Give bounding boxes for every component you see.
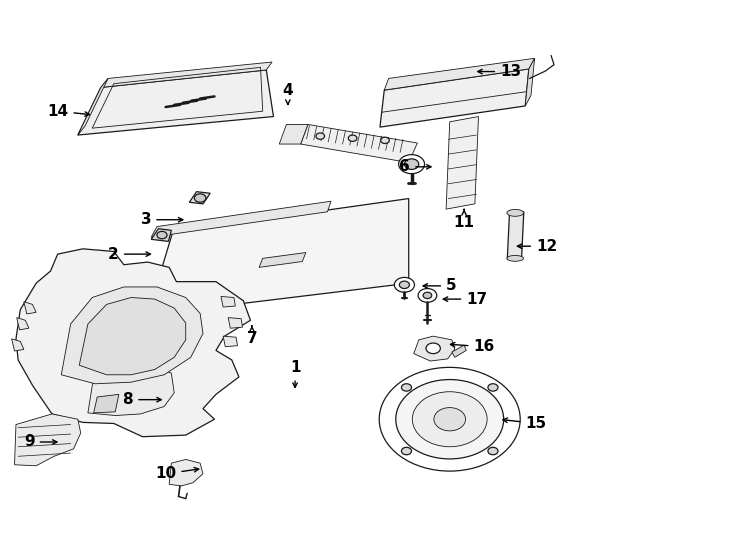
Polygon shape	[78, 78, 108, 135]
Polygon shape	[259, 253, 306, 267]
Polygon shape	[151, 201, 331, 237]
Polygon shape	[385, 58, 534, 90]
Text: 11: 11	[454, 210, 475, 230]
Text: 8: 8	[123, 392, 161, 407]
Text: 4: 4	[283, 83, 293, 104]
Polygon shape	[148, 199, 409, 315]
Circle shape	[316, 133, 324, 139]
Text: 17: 17	[443, 292, 487, 307]
Polygon shape	[61, 287, 203, 384]
Circle shape	[434, 408, 465, 431]
Text: 15: 15	[503, 416, 546, 431]
Text: 10: 10	[156, 466, 199, 481]
Circle shape	[195, 194, 206, 202]
Text: 14: 14	[48, 104, 90, 119]
Circle shape	[413, 392, 487, 447]
Polygon shape	[301, 124, 418, 163]
Text: 7: 7	[247, 326, 257, 346]
Ellipse shape	[507, 255, 523, 261]
Polygon shape	[507, 212, 524, 259]
Circle shape	[488, 384, 498, 391]
Circle shape	[349, 135, 357, 141]
Text: 9: 9	[24, 435, 57, 449]
Circle shape	[401, 384, 412, 391]
Polygon shape	[24, 302, 36, 314]
Text: 5: 5	[423, 279, 457, 293]
Polygon shape	[79, 298, 186, 375]
Text: 12: 12	[517, 239, 557, 254]
Circle shape	[404, 159, 419, 170]
Polygon shape	[279, 124, 308, 144]
Circle shape	[426, 343, 440, 354]
Circle shape	[399, 281, 410, 288]
Text: 13: 13	[478, 64, 521, 79]
Polygon shape	[446, 117, 479, 209]
Ellipse shape	[507, 210, 523, 217]
Circle shape	[396, 380, 504, 459]
Polygon shape	[228, 318, 242, 328]
Text: 3: 3	[141, 212, 183, 227]
Circle shape	[381, 137, 389, 144]
Polygon shape	[221, 296, 236, 307]
Polygon shape	[15, 414, 81, 466]
Text: 6: 6	[399, 159, 431, 174]
Text: 2: 2	[108, 247, 150, 261]
Text: 1: 1	[290, 360, 300, 387]
Circle shape	[488, 447, 498, 455]
Polygon shape	[88, 366, 174, 416]
Polygon shape	[94, 394, 119, 413]
Circle shape	[379, 367, 520, 471]
Polygon shape	[189, 192, 210, 204]
Polygon shape	[78, 70, 274, 135]
Circle shape	[399, 154, 424, 174]
Polygon shape	[223, 336, 238, 347]
Polygon shape	[12, 339, 24, 351]
Polygon shape	[414, 336, 455, 361]
Circle shape	[423, 292, 432, 299]
Polygon shape	[151, 229, 171, 241]
Polygon shape	[101, 62, 272, 87]
Polygon shape	[380, 69, 528, 127]
Circle shape	[157, 231, 167, 239]
Polygon shape	[526, 58, 534, 106]
Polygon shape	[17, 318, 29, 330]
Polygon shape	[452, 345, 466, 357]
Polygon shape	[16, 249, 250, 437]
Circle shape	[394, 278, 415, 292]
Text: 16: 16	[451, 339, 495, 354]
Circle shape	[401, 447, 412, 455]
Polygon shape	[169, 460, 203, 486]
Circle shape	[418, 288, 437, 302]
